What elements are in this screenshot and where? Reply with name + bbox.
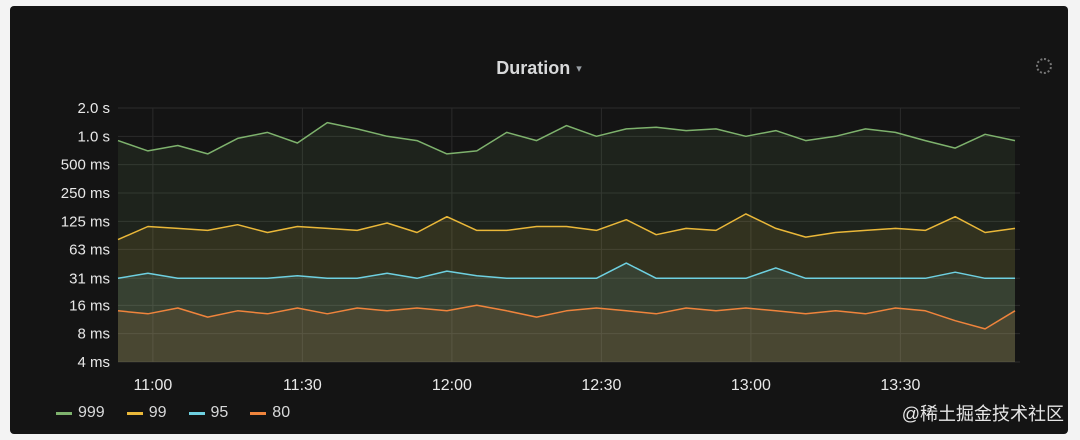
legend-label: 999 (78, 404, 105, 421)
series-line-80 (117, 304, 1016, 330)
legend-label: 95 (210, 404, 229, 421)
legend-label: 80 (272, 404, 291, 421)
legend: 999 99 95 80 (56, 404, 290, 422)
legend-item-95[interactable]: 95 (188, 404, 229, 422)
y-tick-label: 250 ms (61, 185, 110, 202)
y-tick-label: 1.0 s (77, 128, 110, 145)
legend-swatch (188, 411, 205, 415)
x-tick-label: 13:30 (880, 377, 920, 394)
y-tick-label: 2.0 s (77, 100, 110, 117)
series-area-999 (118, 122, 1015, 362)
y-tick-label: 4 ms (77, 354, 110, 371)
series-line-999 (117, 121, 1016, 155)
x-tick-label: 11:00 (133, 377, 172, 394)
chevron-down-icon[interactable]: ▾ (576, 63, 582, 75)
x-tick-label: 11:30 (283, 377, 322, 394)
legend-swatch (126, 411, 143, 415)
legend-swatch (250, 411, 267, 415)
legend-swatch (56, 411, 72, 415)
y-tick-label: 125 ms (61, 213, 110, 230)
x-tick-label: 12:00 (432, 377, 472, 394)
x-tick-label: 12:30 (581, 377, 621, 394)
y-tick-label: 8 ms (77, 326, 110, 343)
series-line-95 (117, 262, 1015, 280)
spinner-icon (1036, 58, 1052, 74)
y-tick-label: 500 ms (61, 157, 110, 174)
y-tick-label: 16 ms (69, 297, 110, 314)
legend-item-99[interactable]: 99 (126, 404, 167, 422)
legend-item-80[interactable]: 80 (250, 404, 290, 422)
series-area-80 (118, 305, 1015, 362)
series-line-99 (117, 213, 1016, 241)
x-tick-label: 13:00 (731, 377, 771, 394)
graph-panel: Duration ▾ (10, 6, 1068, 434)
panel-title[interactable]: Duration ▾ (10, 58, 1068, 79)
legend-item-999[interactable]: 999 (56, 404, 105, 422)
y-tick-label: 31 ms (69, 270, 110, 287)
legend-label: 99 (148, 404, 167, 421)
watermark: @稀土掘金技术社区 (901, 404, 1064, 424)
series-area-95 (118, 263, 1015, 362)
y-tick-label: 63 ms (69, 241, 110, 258)
panel-title-text[interactable]: Duration (496, 58, 571, 78)
series-area-99 (118, 213, 1015, 362)
